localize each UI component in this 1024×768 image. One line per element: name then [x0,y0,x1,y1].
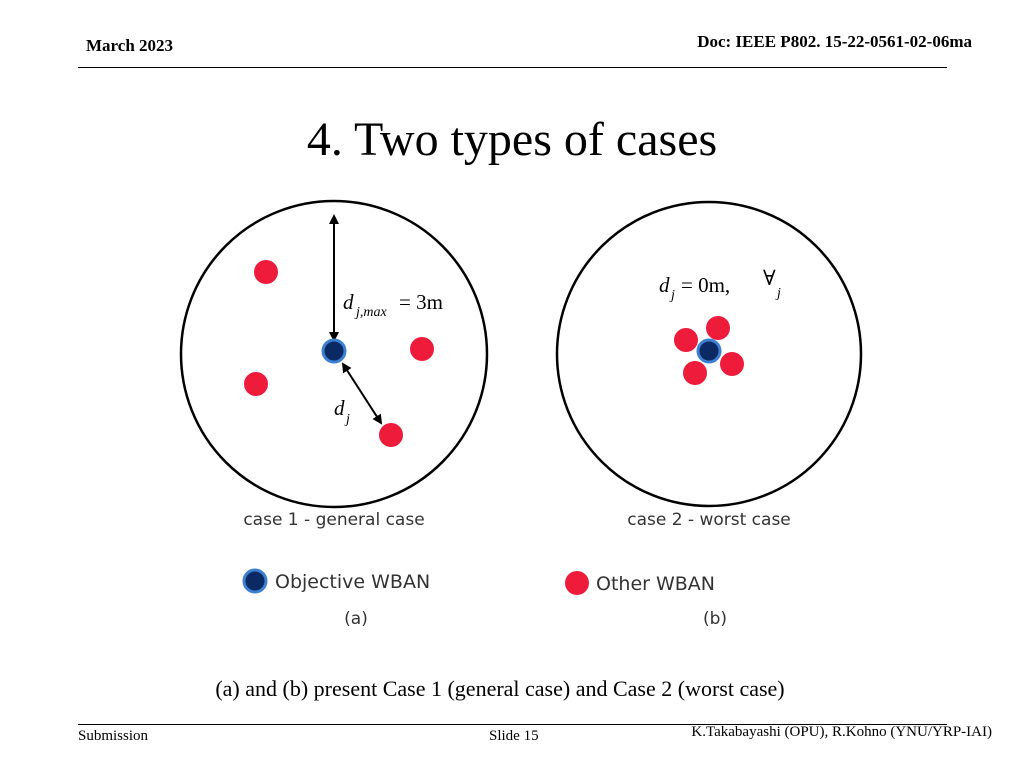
dmax-subscript: j,max [354,305,388,320]
figure-caption: (a) and (b) present Case 1 (general case… [215,676,785,701]
other-wban-dot [379,423,403,447]
legend-objective-marker [242,568,268,594]
other-wban-dot [244,372,268,396]
dj-b-value: = 0m, [681,273,730,297]
footer-rule [78,724,947,725]
legend-other-marker [565,571,589,595]
other-wban-dot [410,337,434,361]
other-wban-dot [720,352,744,376]
other-wban-dot [706,316,730,340]
range-circle-b [555,200,863,508]
panel-a: d j,max = 3m d j case 1 - general case (… [179,199,489,629]
dj-b-symbol: d [659,273,670,297]
dmax-value: = 3m [399,290,443,314]
footer-authors: K.Takabayashi (OPU), R.Kohno (YNU/YRP-IA… [691,724,992,740]
objective-wban-dot [321,338,347,364]
other-wban-dot [254,260,278,284]
dmax-symbol: d [343,290,354,314]
legend-other-label: Other WBAN [596,573,715,595]
dj-arrow [341,362,383,425]
footer-slide-number: Slide 15 [489,728,539,744]
forall-symbol: ∀ [763,266,776,290]
case-1-label: case 1 - general case [243,510,424,530]
slide-title: 4. Two types of cases [306,113,718,166]
forall-subscript: j [775,286,781,301]
range-circle-a [179,199,489,509]
other-wban-dot [674,328,698,352]
other-wban-dot [683,361,707,385]
case-2-label: case 2 - worst case [627,510,791,530]
footer-submission: Submission [78,728,149,744]
panel-b: d j = 0m, ∀ j case 2 - worst case (b) [555,200,863,629]
panel-b-letter: (b) [703,609,727,629]
header-date: March 2023 [86,36,174,55]
legend-objective-label: Objective WBAN [275,571,430,593]
panel-a-letter: (a) [344,609,368,629]
dj-symbol: d [334,396,345,420]
dj-b-subscript: j [669,288,675,303]
header-rule [78,67,947,68]
dj-subscript: j [344,412,350,427]
legend: Objective WBAN Other WBAN [242,568,715,595]
header-doc-id: Doc: IEEE P802. 15-22-0561-02-06ma [697,32,972,51]
objective-wban-dot [696,338,722,364]
